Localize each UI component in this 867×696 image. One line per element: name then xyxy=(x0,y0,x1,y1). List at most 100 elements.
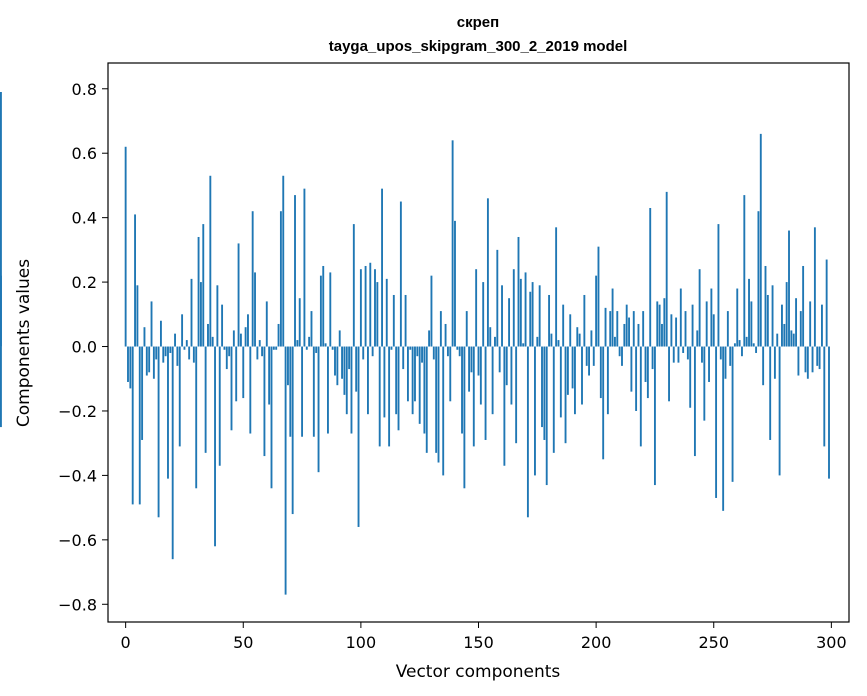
y-tick-label: 0.4 xyxy=(72,209,97,228)
bar xyxy=(491,346,494,415)
bar xyxy=(275,346,278,350)
bar xyxy=(331,346,334,350)
bar xyxy=(235,346,238,402)
bar xyxy=(644,346,647,382)
bar xyxy=(395,346,398,415)
bar xyxy=(592,346,595,366)
bar xyxy=(703,346,706,421)
bar xyxy=(651,346,654,370)
bar xyxy=(712,314,715,347)
bar xyxy=(272,346,275,350)
bar xyxy=(484,346,487,440)
bar xyxy=(432,346,435,360)
bar xyxy=(715,346,718,498)
bar xyxy=(357,346,360,527)
bar xyxy=(289,346,292,437)
bar xyxy=(371,346,374,357)
bar xyxy=(795,298,798,347)
bar xyxy=(595,275,598,347)
bar xyxy=(741,346,743,357)
bar xyxy=(632,311,635,347)
bar xyxy=(552,346,555,453)
bar xyxy=(628,317,630,347)
bar xyxy=(341,346,343,379)
bar xyxy=(604,307,607,347)
bar xyxy=(463,346,466,489)
bar xyxy=(465,311,468,347)
bar xyxy=(218,346,221,466)
bar xyxy=(183,346,186,350)
bar xyxy=(635,346,638,411)
bar xyxy=(562,304,565,347)
bar xyxy=(324,343,327,347)
bar xyxy=(143,327,146,347)
bar xyxy=(305,346,308,350)
bar xyxy=(609,311,612,347)
bar xyxy=(192,346,195,363)
bar xyxy=(477,346,480,376)
y-tick-label: 0.2 xyxy=(72,273,97,292)
bar xyxy=(719,346,722,360)
bar xyxy=(503,346,506,466)
y-tick-label: 0.6 xyxy=(72,144,97,163)
bar xyxy=(679,288,682,347)
bar xyxy=(329,272,332,347)
bar xyxy=(616,311,619,347)
bar xyxy=(317,346,320,473)
bar xyxy=(446,346,449,357)
bar xyxy=(677,346,680,363)
bar xyxy=(458,346,461,357)
bar xyxy=(263,346,266,457)
bar xyxy=(376,282,379,347)
bar xyxy=(548,294,551,347)
bar xyxy=(745,336,748,347)
bar xyxy=(129,346,132,389)
bar xyxy=(141,346,144,440)
bar xyxy=(743,195,746,347)
x-axis-label: Vector components xyxy=(396,662,561,682)
bar xyxy=(338,330,341,347)
bar xyxy=(614,336,616,347)
bar xyxy=(406,346,409,402)
bar xyxy=(197,236,200,347)
y-tick-label: −0.8 xyxy=(58,595,97,614)
bar xyxy=(385,278,388,347)
bar xyxy=(423,346,426,434)
bar xyxy=(378,346,381,447)
bar xyxy=(512,269,515,347)
bar xyxy=(221,304,224,347)
bar xyxy=(287,346,289,386)
bar xyxy=(811,346,814,373)
bar xyxy=(334,346,336,376)
bar xyxy=(630,346,633,392)
x-tick-label: 300 xyxy=(816,633,847,652)
bar xyxy=(164,346,167,357)
chart-title: скреп xyxy=(457,14,499,31)
bar xyxy=(190,278,193,347)
bar xyxy=(439,311,442,347)
bar xyxy=(0,346,2,428)
bar xyxy=(670,314,673,347)
bar xyxy=(435,346,438,453)
bar xyxy=(599,346,602,399)
bar xyxy=(526,346,529,518)
bar xyxy=(256,346,259,360)
bar xyxy=(475,269,478,347)
y-axis: −0.8 −0.6 −0.4 −0.2 0.0 0.2 0.4 0.6 0.8 xyxy=(58,80,108,614)
bar xyxy=(792,333,795,347)
bar xyxy=(421,346,423,363)
bar xyxy=(623,323,626,347)
bar xyxy=(618,346,621,357)
bar xyxy=(468,346,471,392)
bar xyxy=(729,346,732,366)
bar xyxy=(788,230,790,347)
bar xyxy=(590,330,593,347)
bar xyxy=(804,346,807,373)
bar xyxy=(430,275,433,347)
bar xyxy=(569,314,572,347)
bar xyxy=(564,346,567,444)
bar xyxy=(748,278,750,347)
bar xyxy=(352,224,355,347)
bar xyxy=(381,188,383,347)
